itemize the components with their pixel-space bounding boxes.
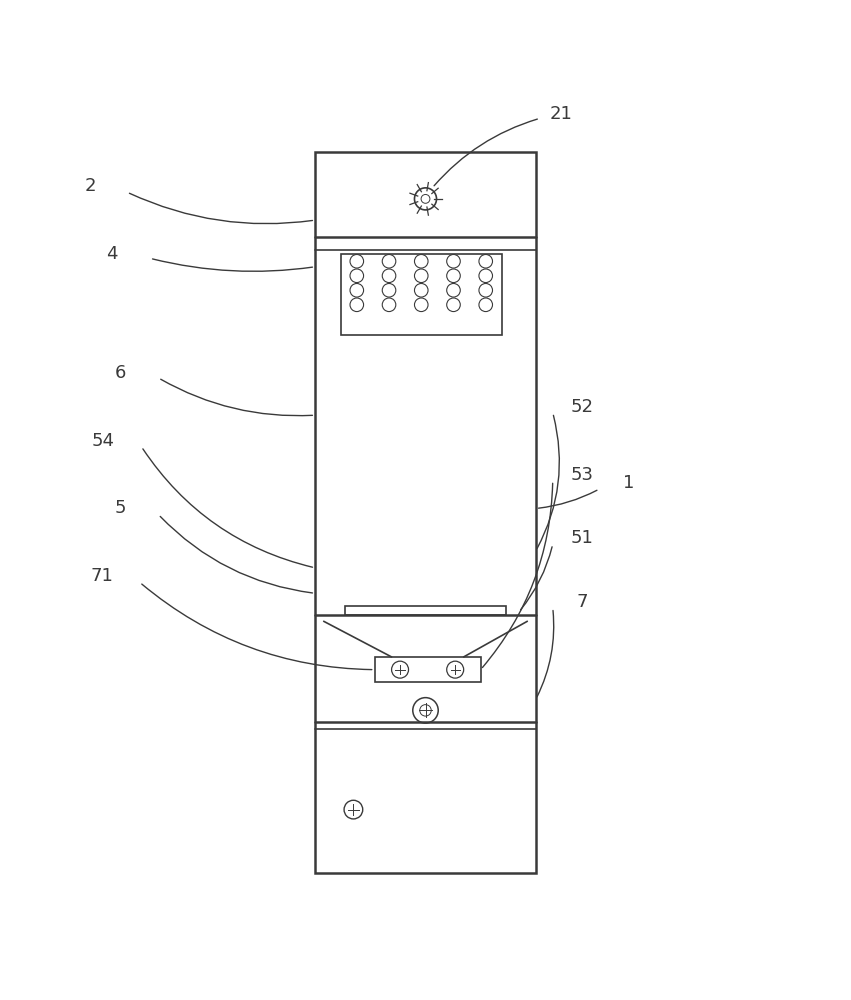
Text: 6: 6: [114, 364, 126, 382]
Text: 52: 52: [571, 398, 594, 416]
Text: 4: 4: [106, 245, 117, 263]
Text: 21: 21: [550, 105, 573, 123]
Text: 5: 5: [114, 499, 126, 517]
Bar: [340, 254, 502, 335]
Text: 7: 7: [577, 593, 588, 611]
Text: 2: 2: [85, 177, 96, 195]
Text: 54: 54: [92, 432, 115, 450]
Bar: [315, 152, 536, 873]
Text: 1: 1: [624, 474, 635, 492]
Bar: [345, 606, 506, 615]
Text: 71: 71: [90, 567, 113, 585]
Bar: [374, 657, 481, 682]
Text: 51: 51: [571, 529, 594, 547]
Text: 53: 53: [571, 466, 594, 484]
